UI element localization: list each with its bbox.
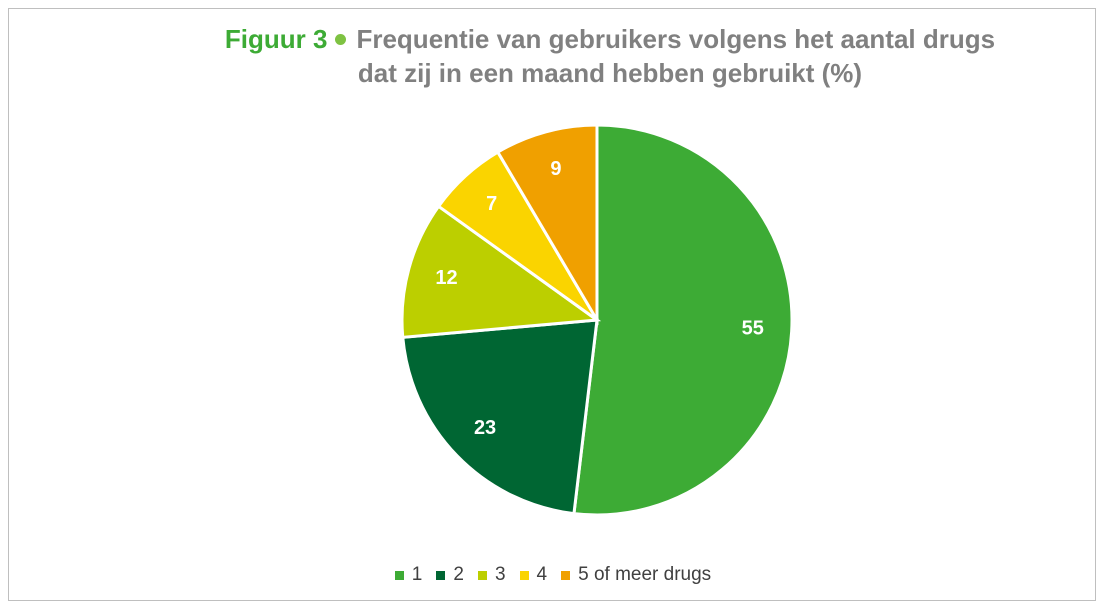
bullet [335, 34, 347, 46]
pie-slice [400, 204, 602, 339]
legend-swatch [561, 570, 571, 580]
legend-item: 3 [477, 564, 506, 586]
chart-frame [8, 8, 1096, 601]
data-label: 55 [742, 318, 764, 340]
legend: 1 2 3 4 5 of meer drugs [0, 564, 1106, 586]
pie-slice [572, 123, 794, 517]
data-label: 7 [486, 193, 497, 215]
legend-label: 2 [453, 564, 464, 585]
figure-label: Figuur 3 [224, 24, 328, 54]
data-label: 12 [435, 267, 457, 289]
chart-title: Frequentie van gebruikers volgens het aa… [356, 24, 996, 88]
legend-label: 5 of meer drugs [578, 564, 712, 585]
data-label: 23 [474, 417, 496, 439]
data-label: 9 [550, 158, 561, 180]
legend-item: 4 [519, 564, 548, 586]
legend-item: 1 [394, 564, 423, 586]
legend-label: 1 [411, 564, 423, 585]
pie-slice [401, 318, 599, 516]
legend-label: 4 [536, 564, 548, 585]
legend-swatch [519, 570, 529, 580]
chart-title-block: Figuur 3 Frequentie van gebruikers volgen… [210, 22, 1010, 90]
legend-swatch [477, 570, 487, 580]
legend-item: 2 [436, 564, 464, 586]
pie-slice [495, 123, 599, 326]
legend-item: 5 of meer drugs [561, 564, 711, 586]
legend-label: 3 [494, 564, 506, 585]
legend-swatch [394, 570, 404, 580]
legend-swatch [436, 570, 446, 580]
